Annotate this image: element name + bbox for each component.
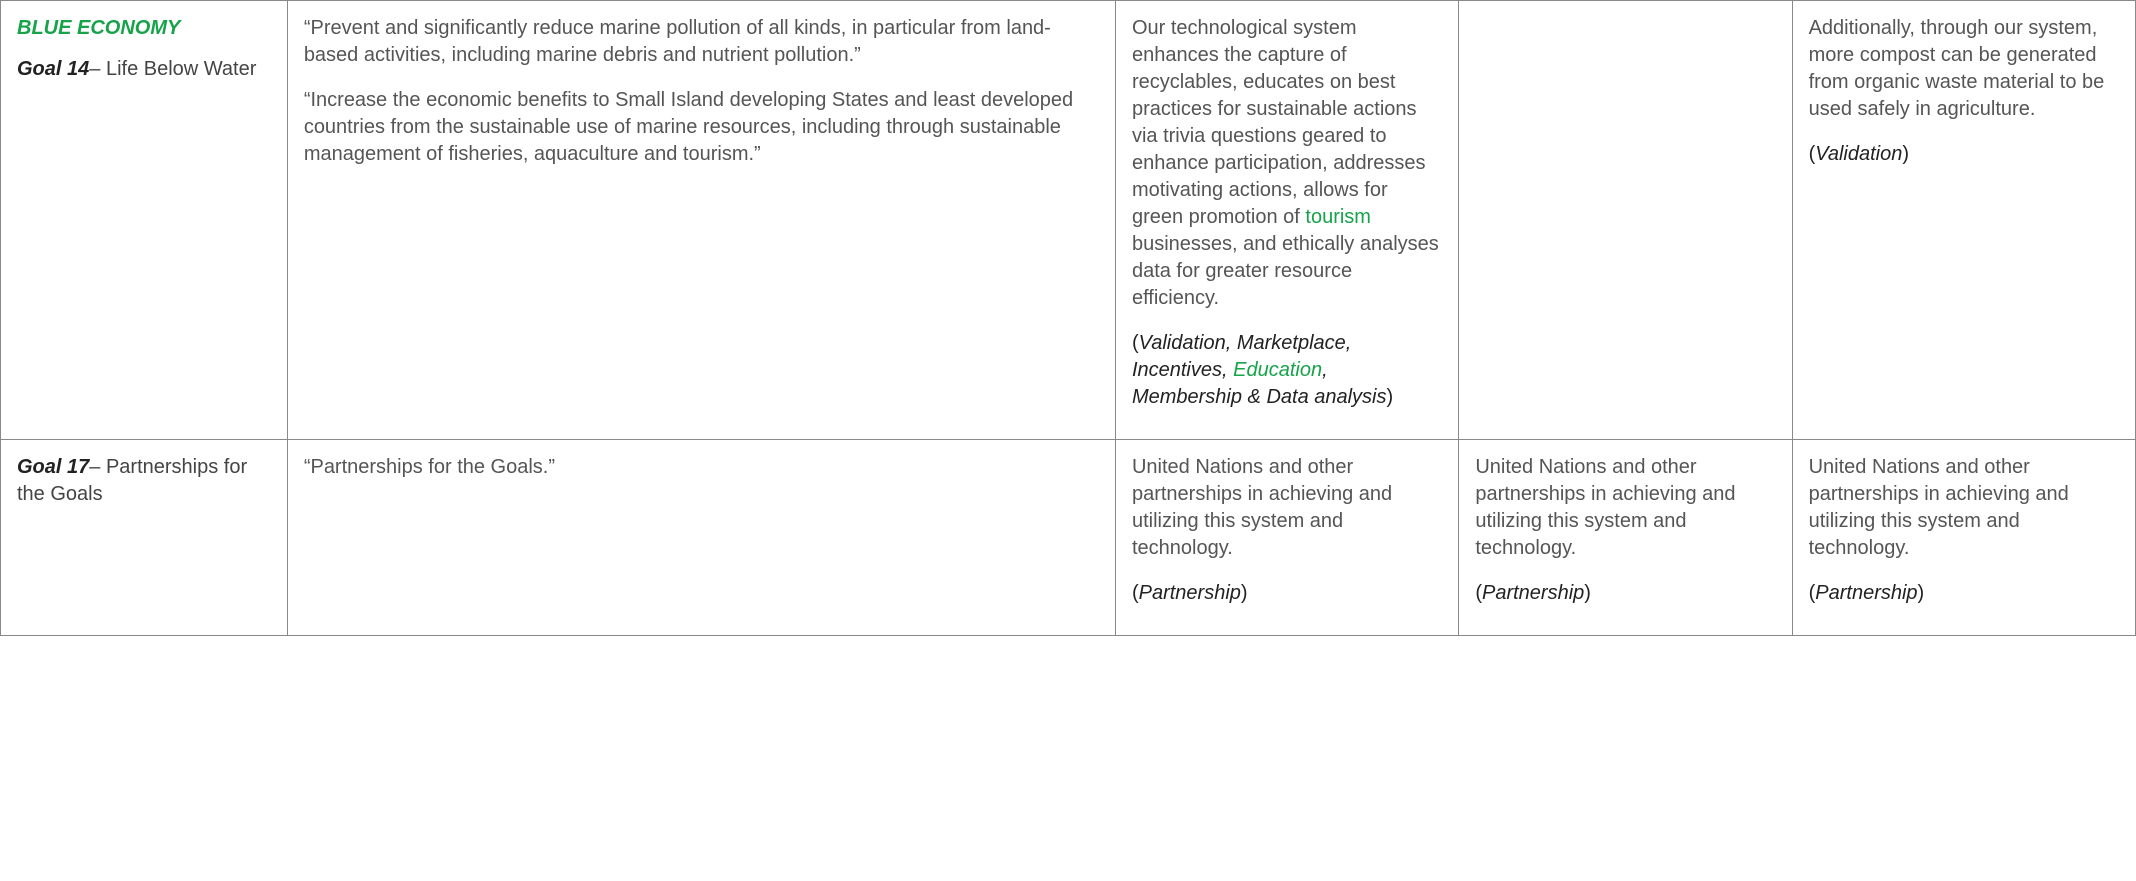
cell-description: United Nations and other partnerships in… bbox=[1792, 440, 2135, 636]
goal-number: Goal 14 bbox=[17, 58, 89, 80]
description-paragraph: Additionally, through our system, more c… bbox=[1809, 15, 2119, 123]
tourism-link[interactable]: tourism bbox=[1305, 206, 1371, 228]
quote-paragraph: “Partnerships for the Goals.” bbox=[304, 454, 1099, 481]
cell-empty bbox=[1459, 1, 1792, 440]
cell-goal-label: Goal 17– Partnerships for the Goals bbox=[1, 440, 288, 636]
paren-open: ( bbox=[1132, 582, 1139, 604]
description-paragraph: United Nations and other partnerships in… bbox=[1475, 454, 1775, 562]
cell-quotes: “Prevent and significantly reduce marine… bbox=[287, 1, 1115, 440]
tags-line: (Partnership) bbox=[1132, 580, 1442, 607]
goal-name: – Life Below Water bbox=[89, 58, 256, 80]
tags-text: Partnership bbox=[1139, 582, 1241, 604]
education-link[interactable]: Education bbox=[1233, 359, 1322, 381]
quote-paragraph: “Prevent and significantly reduce marine… bbox=[304, 15, 1099, 69]
table-row: BLUE ECONOMY Goal 14– Life Below Water “… bbox=[1, 1, 2136, 440]
tags-text: Partnership bbox=[1482, 582, 1584, 604]
goals-table: BLUE ECONOMY Goal 14– Life Below Water “… bbox=[0, 0, 2136, 636]
section-title: BLUE ECONOMY bbox=[17, 15, 271, 42]
paren-close: ) bbox=[1918, 582, 1925, 604]
goal-label: Goal 14– Life Below Water bbox=[17, 56, 271, 83]
quote-paragraph: “Increase the economic benefits to Small… bbox=[304, 87, 1099, 168]
table-row: Goal 17– Partnerships for the Goals “Par… bbox=[1, 440, 2136, 636]
desc-text: businesses, and ethically analyses data … bbox=[1132, 233, 1439, 309]
cell-description: Our technological system enhances the ca… bbox=[1115, 1, 1458, 440]
goal-number: Goal 17 bbox=[17, 456, 89, 478]
cell-description: United Nations and other partnerships in… bbox=[1459, 440, 1792, 636]
tags-line: (Partnership) bbox=[1475, 580, 1775, 607]
goal-label: Goal 17– Partnerships for the Goals bbox=[17, 454, 271, 508]
tags-text: Validation bbox=[1815, 143, 1902, 165]
description-paragraph: United Nations and other partnerships in… bbox=[1132, 454, 1442, 562]
paren-close: ) bbox=[1902, 143, 1909, 165]
paren-close: ) bbox=[1387, 386, 1394, 408]
cell-description: Additionally, through our system, more c… bbox=[1792, 1, 2135, 440]
tags-line: (Validation, Marketplace, Incentives, Ed… bbox=[1132, 330, 1442, 411]
cell-quotes: “Partnerships for the Goals.” bbox=[287, 440, 1115, 636]
cell-goal-label: BLUE ECONOMY Goal 14– Life Below Water bbox=[1, 1, 288, 440]
tags-line: (Partnership) bbox=[1809, 580, 2119, 607]
tags-text: Partnership bbox=[1815, 582, 1917, 604]
tags-line: (Validation) bbox=[1809, 141, 2119, 168]
paren-close: ) bbox=[1241, 582, 1248, 604]
paren-open: ( bbox=[1475, 582, 1482, 604]
desc-text: Our technological system enhances the ca… bbox=[1132, 17, 1426, 228]
cell-description: United Nations and other partnerships in… bbox=[1115, 440, 1458, 636]
description-paragraph: United Nations and other partnerships in… bbox=[1809, 454, 2119, 562]
paren-open: ( bbox=[1132, 332, 1139, 354]
description-paragraph: Our technological system enhances the ca… bbox=[1132, 15, 1442, 312]
paren-close: ) bbox=[1584, 582, 1591, 604]
